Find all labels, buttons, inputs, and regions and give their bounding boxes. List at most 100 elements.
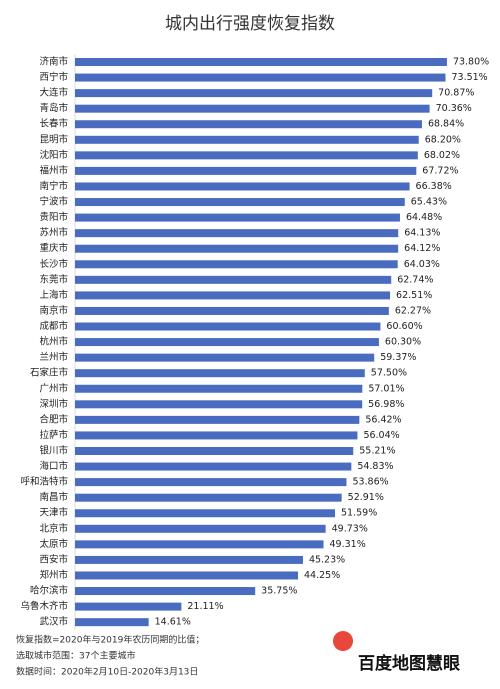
bar — [75, 306, 389, 315]
bar — [75, 104, 430, 113]
category-label: 天津市 — [39, 507, 68, 519]
value-label: 60.30% — [385, 337, 421, 348]
bar — [75, 602, 182, 611]
bar — [75, 275, 392, 284]
bar — [75, 369, 365, 378]
value-label: 21.11% — [187, 601, 223, 612]
value-label: 70.36% — [436, 103, 472, 114]
value-label: 64.03% — [404, 259, 440, 270]
bar — [75, 571, 299, 580]
category-label: 银川市 — [39, 445, 68, 457]
value-label: 62.74% — [397, 274, 433, 285]
category-label: 南京市 — [39, 304, 68, 316]
value-label: 62.27% — [395, 305, 431, 316]
category-label: 长春市 — [39, 118, 68, 130]
value-label: 57.01% — [368, 383, 404, 394]
category-label: 南宁市 — [39, 180, 68, 192]
category-label: 拉萨市 — [39, 429, 68, 441]
value-label: 73.51% — [451, 72, 487, 83]
footnote: 选取城市范围：37个主要城市 — [16, 650, 135, 662]
value-label: 70.87% — [438, 88, 474, 99]
category-label: 重庆市 — [39, 242, 68, 254]
category-label: 东莞市 — [39, 273, 68, 285]
value-label: 56.04% — [363, 430, 399, 441]
bar — [75, 89, 433, 98]
category-label: 合肥市 — [39, 413, 68, 425]
bar — [75, 384, 363, 393]
category-label: 海口市 — [39, 460, 68, 472]
category-label: 西宁市 — [39, 71, 68, 83]
bar — [75, 135, 419, 144]
value-label: 49.73% — [332, 523, 368, 534]
bar — [75, 431, 358, 440]
value-label: 53.86% — [352, 477, 388, 488]
bar — [75, 120, 422, 129]
bar — [75, 260, 398, 269]
value-label: 64.12% — [404, 243, 440, 254]
category-label: 宁波市 — [39, 196, 68, 208]
category-label: 兰州市 — [39, 351, 68, 363]
footnote: 数据时间：2020年2月10日-2020年3月13日 — [16, 666, 198, 678]
category-label: 杭州市 — [39, 336, 68, 348]
category-label: 西安市 — [39, 553, 68, 565]
category-label: 哈尔滨市 — [30, 585, 69, 597]
bar — [75, 182, 410, 191]
logo-badge: du — [337, 656, 349, 665]
value-label: 73.80% — [453, 57, 489, 68]
bar — [75, 73, 446, 82]
category-label: 武汉市 — [39, 616, 68, 628]
value-label: 68.20% — [425, 134, 461, 145]
value-label: 52.91% — [348, 492, 384, 503]
value-label: 59.37% — [380, 352, 416, 363]
category-label: 南昌市 — [39, 491, 68, 503]
footnote: 恢复指数=2020年与2019年农历同期的比值； — [16, 634, 204, 646]
bar — [75, 291, 391, 300]
value-label: 64.13% — [404, 228, 440, 239]
category-label: 大连市 — [39, 87, 68, 99]
chart-title: 城内出行强度恢复指数 — [165, 14, 335, 34]
bar — [75, 213, 400, 222]
category-label: 北京市 — [39, 522, 68, 534]
value-label: 45.23% — [309, 554, 345, 565]
brand-name: 百度地图慧眼 — [358, 653, 460, 674]
category-label: 青岛市 — [39, 102, 68, 114]
value-label: 44.25% — [304, 570, 340, 581]
value-label: 57.50% — [371, 368, 407, 379]
value-label: 66.38% — [416, 181, 452, 192]
bar — [75, 540, 324, 549]
category-label: 乌鲁木齐市 — [20, 600, 68, 612]
value-label: 64.48% — [406, 212, 442, 223]
category-label: 郑州市 — [39, 569, 68, 581]
bar — [75, 415, 360, 424]
bar — [75, 555, 303, 564]
category-label: 广州市 — [39, 382, 68, 394]
bar — [75, 462, 352, 471]
bar — [75, 353, 375, 362]
category-label: 沈阳市 — [39, 149, 68, 161]
value-label: 56.42% — [365, 414, 401, 425]
category-label: 昆明市 — [39, 133, 68, 145]
value-label: 56.98% — [368, 399, 404, 410]
value-label: 49.31% — [330, 539, 366, 550]
value-label: 60.60% — [386, 321, 422, 332]
notes: 恢复指数=2020年与2019年农历同期的比值； 选取城市范围：37个主要城市数据… — [16, 634, 204, 678]
bar — [75, 447, 354, 455]
category-label: 长沙市 — [39, 258, 68, 270]
bar — [75, 166, 417, 175]
category-label: 上海市 — [39, 289, 68, 301]
category-label: 成都市 — [39, 320, 68, 332]
bar — [75, 509, 336, 518]
category-label: 太原市 — [39, 538, 68, 550]
bar — [75, 478, 347, 487]
bar — [75, 493, 342, 502]
bar — [75, 400, 363, 409]
value-label: 62.51% — [396, 290, 432, 301]
bar — [75, 244, 399, 253]
category-label: 呼和浩特市 — [20, 476, 68, 488]
bar — [75, 58, 447, 66]
value-label: 68.02% — [424, 150, 460, 161]
bar — [75, 198, 405, 207]
value-label: 55.21% — [359, 446, 395, 457]
bar — [75, 151, 418, 160]
value-label: 54.83% — [357, 461, 393, 472]
